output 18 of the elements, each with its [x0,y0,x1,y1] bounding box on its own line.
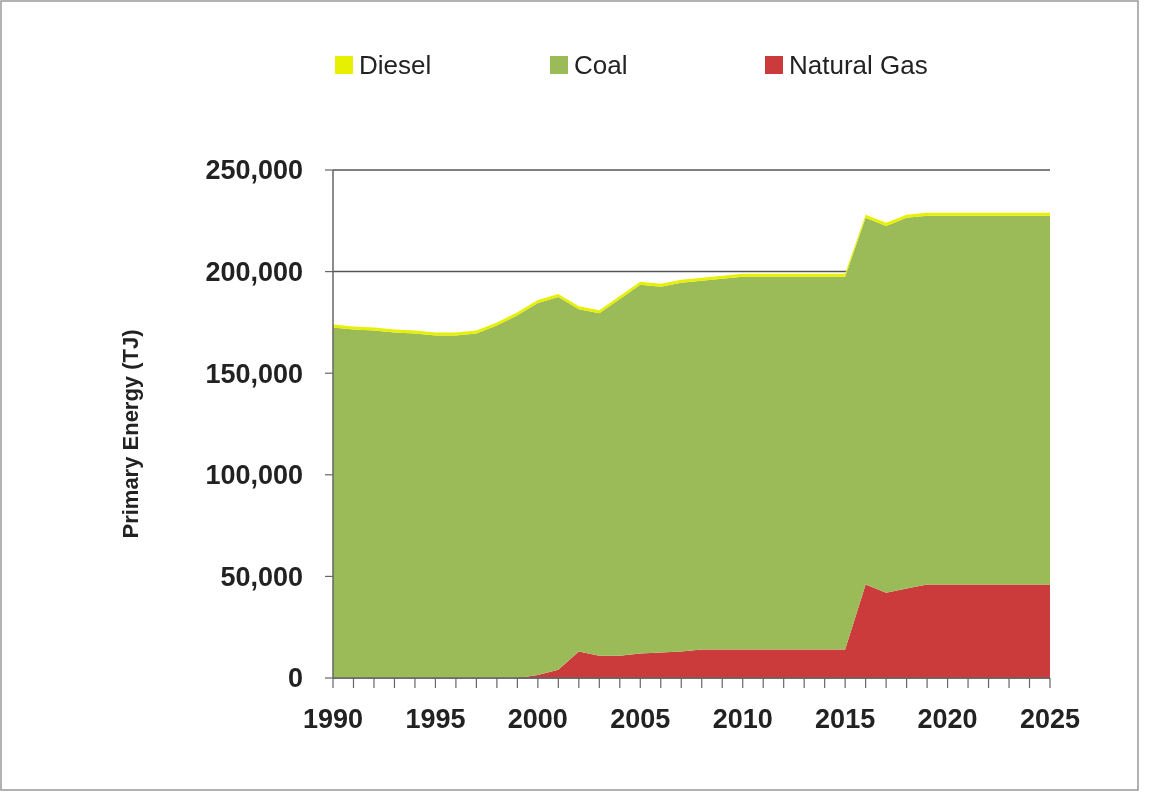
x-tick-label: 2005 [610,704,671,734]
x-tick-label: 2020 [917,704,978,734]
x-tick-label: 2015 [815,704,876,734]
y-axis-title: Primary Energy (TJ) [118,329,143,539]
y-tick-label: 50,000 [220,561,303,592]
x-tick-label: 1995 [405,704,466,734]
x-tick-label: 2000 [507,704,568,734]
x-tick-label: 2010 [712,704,773,734]
legend-label: Coal [574,50,628,81]
y-tick-label: 100,000 [205,460,303,491]
legend-label: Diesel [359,50,432,81]
x-tick-label: 1990 [302,704,364,734]
y-tick-label: 0 [287,663,303,694]
x-tick-label: 2025 [1019,704,1081,734]
y-tick-label: 200,000 [205,257,303,288]
legend-label: Natural Gas [789,50,928,81]
y-tick-label: 150,000 [205,358,303,389]
y-tick-label: 250,000 [205,155,303,186]
